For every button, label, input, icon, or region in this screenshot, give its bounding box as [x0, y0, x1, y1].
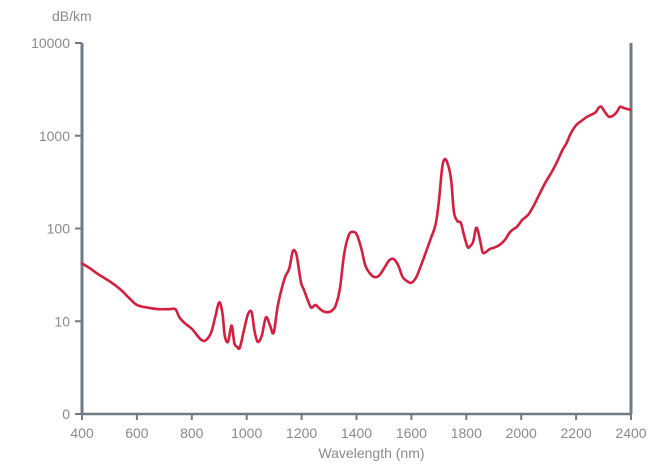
x-tick-label: 1400	[341, 425, 372, 441]
x-axis-title: Wavelength (nm)	[318, 445, 424, 461]
x-tick-label: 2000	[506, 425, 537, 441]
y-tick-label: 1000	[39, 128, 70, 144]
x-tick-label: 600	[125, 425, 149, 441]
x-tick-label: 2200	[561, 425, 592, 441]
x-tick-label: 1800	[451, 425, 482, 441]
y-tick-label: 10000	[31, 35, 70, 51]
x-tick-label: 1000	[231, 425, 262, 441]
y-tick-label: 0	[62, 406, 70, 422]
x-tick-label: 400	[70, 425, 94, 441]
x-tick-label: 2400	[615, 425, 646, 441]
x-tick-label: 800	[180, 425, 204, 441]
y-tick-label: 100	[47, 221, 71, 237]
y-tick-label: 10	[54, 313, 70, 329]
attenuation-series-line	[80, 105, 632, 351]
x-tick-label: 1600	[396, 425, 427, 441]
x-tick-label: 1200	[286, 425, 317, 441]
y-axis-title: dB/km	[52, 8, 92, 24]
